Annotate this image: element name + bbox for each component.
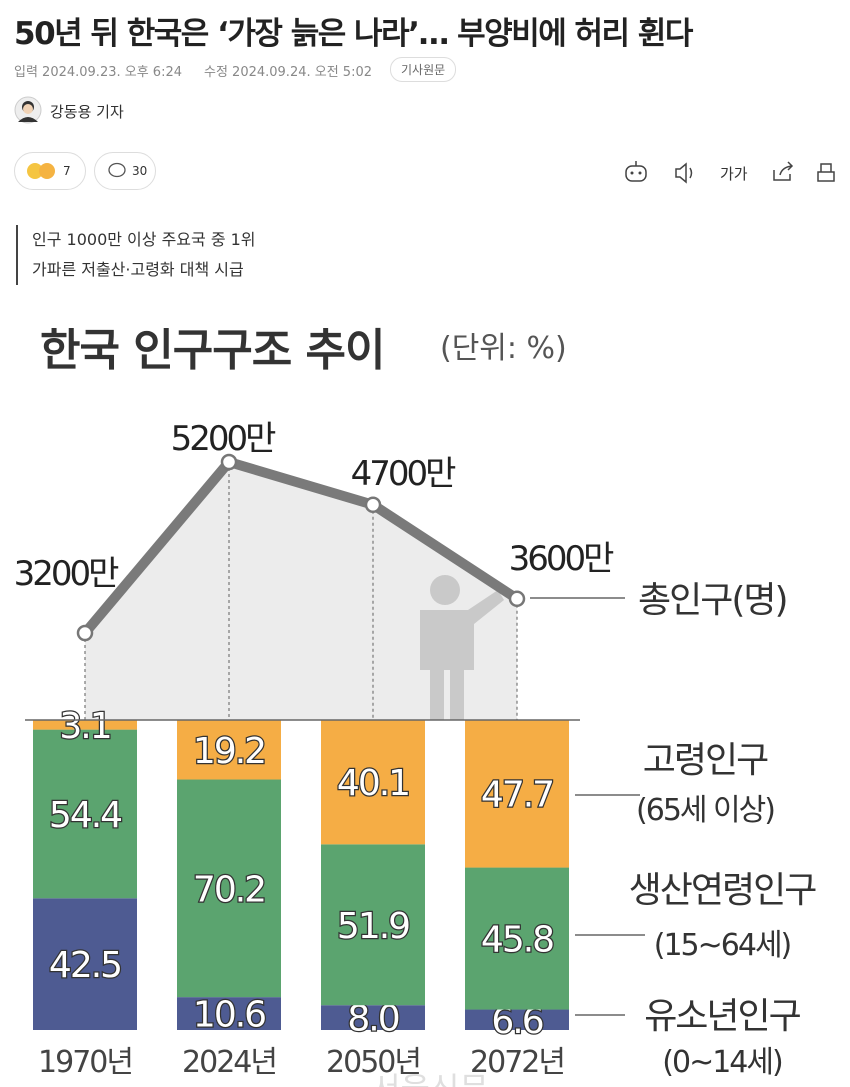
listen-button[interactable] <box>675 162 693 184</box>
legend-age-range: (0~14세) <box>662 1045 782 1080</box>
bar-value-label: 10.6 <box>193 995 265 1036</box>
comment-icon <box>108 162 126 178</box>
bar-segment <box>177 779 281 998</box>
total-value-label: 3600만 <box>509 539 615 579</box>
bar-segment <box>465 719 569 868</box>
bar-segment <box>33 729 137 899</box>
person-icon <box>420 575 504 720</box>
reaction-icon <box>27 163 55 179</box>
total-point <box>508 590 526 608</box>
original-article-button[interactable]: 기사원문 <box>390 57 457 82</box>
comment-count: 30 <box>132 164 148 178</box>
total-value-label: 3200만 <box>14 554 120 594</box>
total-value-label: 5200만 <box>171 419 277 459</box>
legend-label: 유소년인구 <box>644 996 800 1037</box>
legend-label: 총인구(명) <box>638 580 787 621</box>
subtitle-box: 인구 1000만 이상 주요국 중 1위 가파른 저출산·고령화 대책 시급 <box>16 225 256 285</box>
bar-value-label: 42.5 <box>49 945 121 986</box>
chart-title: 한국 인구구조 추이 <box>40 325 384 376</box>
bar-segment <box>33 898 137 1030</box>
bar-segment <box>465 867 569 1010</box>
watermark: 서울신문 <box>371 1070 489 1087</box>
legend-label: 생산연령인구 <box>629 870 817 911</box>
font-size-button[interactable]: 가가 <box>720 165 748 183</box>
reaction-count: 7 <box>63 164 71 178</box>
total-point <box>364 496 382 513</box>
x-tick-label: 2050년 <box>326 1045 420 1080</box>
bar-value-label: 70.2 <box>193 869 265 910</box>
bar-segment <box>33 720 137 730</box>
x-tick-label: 2072년 <box>470 1045 564 1080</box>
author-name[interactable]: 강동용 기자 <box>50 103 124 121</box>
x-tick-label: 1970년 <box>38 1045 132 1080</box>
bar-segment <box>465 1009 569 1030</box>
legend-age-range: (15~64세) <box>654 928 791 963</box>
bar-segment <box>177 997 281 1030</box>
legend-label: 고령인구 <box>643 740 768 781</box>
subtitle: 인구 1000만 이상 주요국 중 1위 <box>32 230 256 249</box>
bar-value-label: 47.7 <box>481 775 553 816</box>
print-button[interactable] <box>817 163 835 182</box>
toolbar: 가가 <box>625 161 835 184</box>
bar-segment <box>321 1005 425 1030</box>
published-time: 입력 2024.09.23. 오후 6:24 <box>14 65 182 80</box>
modified-time: 수정 2024.09.24. 오전 5:02 <box>204 65 372 80</box>
bar-value-label: 45.8 <box>481 920 553 961</box>
bar-value-label: 40.1 <box>337 763 409 804</box>
bar-value-label: 54.4 <box>49 795 121 836</box>
total-value-label: 4700만 <box>351 454 457 494</box>
reaction-button[interactable]: 7 <box>14 152 86 190</box>
bar-segment <box>321 720 425 845</box>
total-point <box>220 453 238 471</box>
chart-unit: (단위: %) <box>440 331 567 366</box>
comment-button[interactable]: 30 <box>94 152 156 190</box>
summary-bot-button[interactable] <box>625 161 647 182</box>
total-area <box>85 462 517 720</box>
total-line <box>81 457 520 637</box>
bar-value-label: 51.9 <box>337 906 409 947</box>
bar-value-label: 3.1 <box>59 706 110 747</box>
legend-age-range: (65세 이상) <box>636 793 774 828</box>
subtitle: 가파른 저출산·고령화 대책 시급 <box>32 260 244 279</box>
total-point <box>76 624 94 642</box>
bar-segment <box>321 844 425 1006</box>
x-tick-label: 2024년 <box>182 1045 276 1080</box>
bar-value-label: 19.2 <box>193 731 265 772</box>
bar-segment <box>177 720 281 780</box>
share-button[interactable] <box>773 161 794 181</box>
author-avatar <box>14 96 42 124</box>
headline: 50년 뒤 한국은 ‘가장 늙은 나라’… 부양비에 허리 휜다 <box>14 16 693 52</box>
